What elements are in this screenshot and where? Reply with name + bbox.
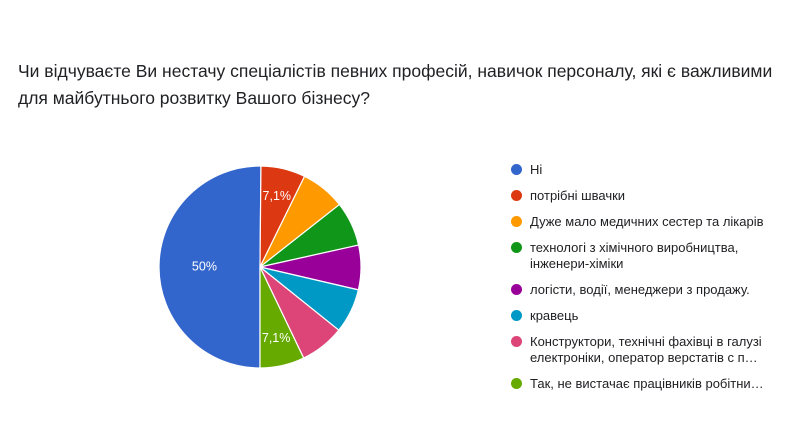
legend-item-4: логісти, водії, менеджери з продажу. [511,282,791,298]
question-title: Чи відчуваєте Ви нестачу спеціалістів пе… [18,61,773,108]
pie-slice-7 [259,266,305,369]
pie-slice-label-1: 7,1% [263,189,292,203]
legend-label: Так, не вистачає працівників робітни… [530,376,764,391]
legend-item-7: Так, не вистачає працівників робітни… [511,376,791,392]
legend-color-dot [511,190,522,201]
legend-color-dot [511,284,522,295]
legend-label: логісти, водії, менеджери з продажу. [530,282,750,297]
legend-color-dot [511,378,522,389]
legend-color-dot [511,336,522,347]
legend-item-0: Ні [511,162,791,178]
legend-color-dot [511,242,522,253]
legend-item-5: кравець [511,308,791,324]
chart-legend: Ні потрібні швачки Дуже мало медичних сест… [511,162,791,402]
pie-slice-0 [158,165,262,369]
legend-label: технологі з хімічного виробництва, інжен… [530,240,739,271]
legend-color-dot [511,310,522,321]
legend-item-3: технологі з хімічного виробництва, інжен… [511,240,791,272]
legend-color-dot [511,164,522,175]
legend-label: Конструктори, технічні фахівці в галузі … [530,334,762,365]
legend-color-dot [511,216,522,227]
legend-label: Ні [530,162,543,177]
legend-item-1: потрібні швачки [511,188,791,204]
pie-slice-label-7: 7,1% [262,331,291,345]
pie-slice-label-0: 50% [192,260,217,274]
legend-label: потрібні швачки [530,188,626,203]
legend-label: кравець [530,308,579,323]
legend-item-2: Дуже мало медичних сестер та лікарів [511,214,791,230]
legend-item-6: Конструктори, технічні фахівці в галузі … [511,334,791,366]
legend-label: Дуже мало медичних сестер та лікарів [530,214,764,229]
